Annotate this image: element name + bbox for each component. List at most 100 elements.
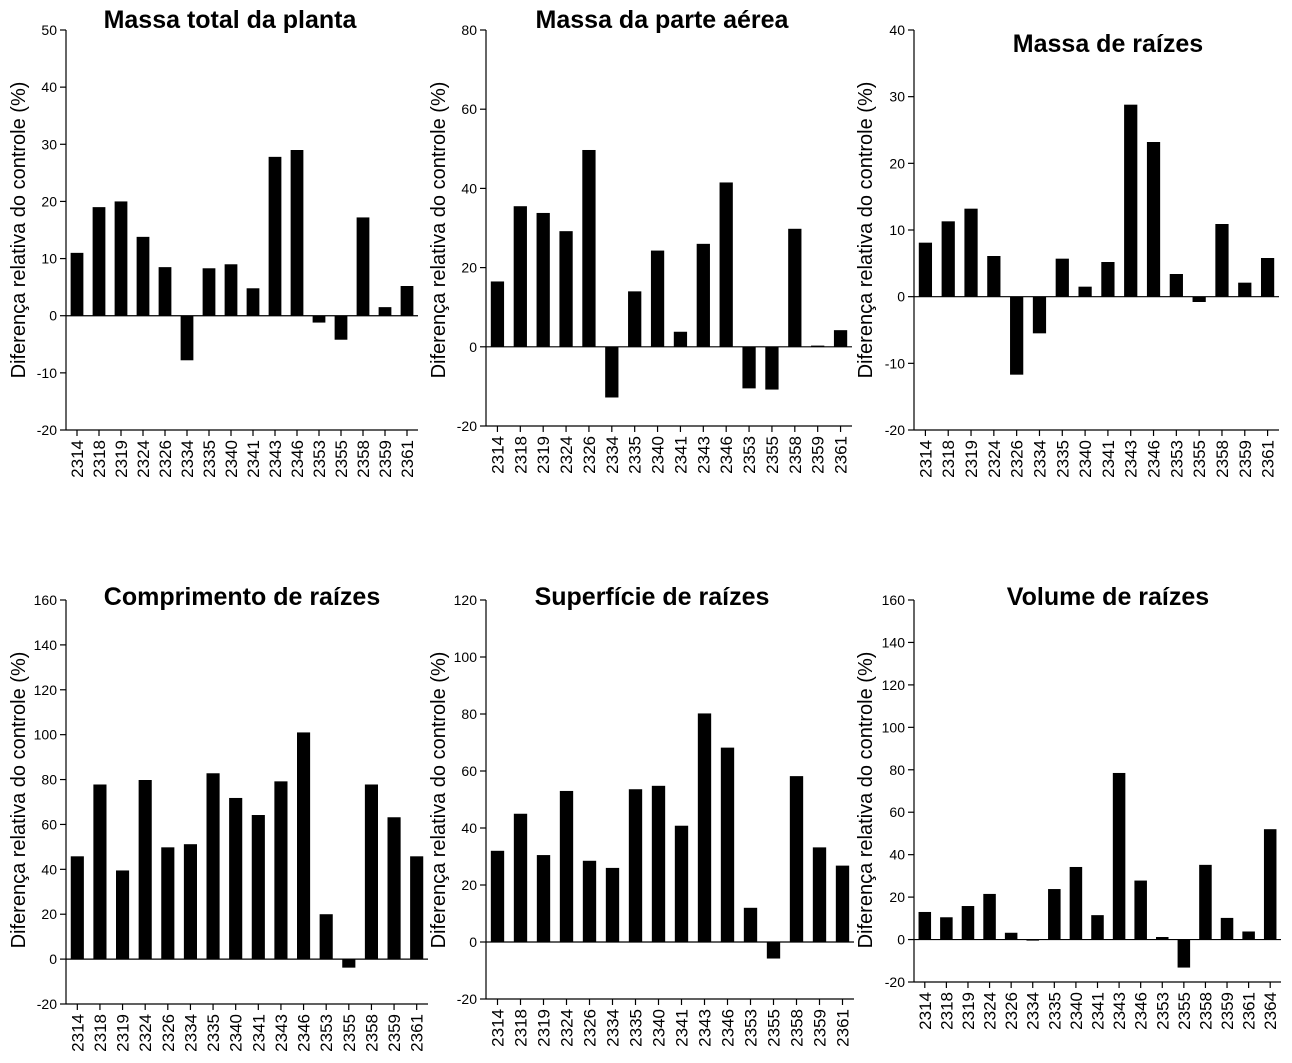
x-tick-label: 2358 [1213,440,1232,478]
bar-2361 [1260,258,1275,297]
y-tick-label: -20 [457,991,477,1007]
bar-2340 [229,797,243,960]
x-tick-label: 2346 [288,440,307,478]
x-tick-label: 2318 [90,440,109,478]
x-tick-label: 2318 [511,436,530,474]
x-tick-label: 2341 [1099,440,1118,478]
x-tick-label: 2358 [788,1009,807,1047]
bar-2359 [1220,917,1234,940]
x-tick-label: 2314 [489,1009,508,1047]
y-tick-label: 100 [882,719,906,735]
y-tick-label: 30 [889,89,905,105]
x-tick-label: 2326 [156,440,175,478]
y-tick-label: 80 [889,762,905,778]
x-tick-label: 2340 [649,436,668,474]
y-axis-label: Diferença relativa do controle (%) [8,82,30,379]
bar-2314 [918,242,933,297]
bar-2355 [765,346,779,390]
bar-2341 [246,288,260,316]
bar-2359 [378,307,392,316]
x-tick-label: 2319 [534,436,553,474]
bar-2335 [206,773,220,960]
x-tick-label: 2314 [916,440,935,478]
chart-title: Superfície de raízes [535,583,770,611]
x-tick-label: 2326 [580,436,599,474]
bar-2343 [696,243,710,347]
bar-2326 [582,149,596,347]
y-tick-label: 20 [461,260,477,276]
x-tick-label: 2324 [136,1014,155,1052]
x-tick-label: 2335 [200,440,219,478]
y-tick-label: 20 [41,193,57,209]
bar-2340 [224,264,238,316]
x-tick-label: 2324 [134,440,153,478]
y-tick-label: 0 [49,308,57,324]
y-tick-label: 120 [454,592,478,608]
x-tick-label: 2359 [1218,992,1237,1030]
y-tick-label: 40 [461,180,477,196]
y-axis-label: Diferença relativa do controle (%) [428,82,450,379]
bar-2326 [161,847,175,960]
x-tick-label: 2318 [939,440,958,478]
chart-title: Massa total da planta [104,6,358,34]
y-tick-label: 120 [882,677,906,693]
x-tick-label: 2334 [603,436,622,474]
bar-2340 [1069,866,1083,940]
panel-volume-raizes: Volume de raízes Diferença relativa do c… [855,583,1281,1030]
x-tick-label: 2343 [272,1014,291,1052]
y-tick-label: 120 [34,682,58,698]
bar-2318 [940,917,953,940]
bar-2361 [400,286,414,316]
x-tick-label: 2361 [832,436,851,474]
x-tick-label: 2340 [650,1009,669,1047]
x-tick-label: 2358 [786,436,805,474]
x-tick-label: 2358 [1196,992,1215,1030]
bar-2335 [628,789,643,942]
x-tick-label: 2319 [535,1009,554,1047]
bar-2326 [1010,296,1024,375]
panel-superficie-raizes: Superfície de raízes Diferença relativa … [428,583,854,1047]
x-tick-label: 2318 [91,1014,110,1052]
bar-2335 [1055,258,1069,297]
bar-2346 [1134,880,1147,940]
x-tick-label: 2341 [673,1009,692,1047]
y-tick-label: 0 [469,339,477,355]
y-tick-label: 140 [34,637,58,653]
y-tick-label: 60 [41,816,57,832]
bar-2359 [812,847,827,942]
y-tick-label: 30 [41,136,57,152]
bar-2341 [1101,262,1115,297]
x-tick-label: 2326 [1002,992,1021,1030]
x-tick-label: 2319 [959,992,978,1030]
x-tick-label: 2355 [1190,440,1209,478]
bar-2353 [1169,274,1183,297]
bar-2359 [387,817,401,960]
x-tick-label: 2358 [354,440,373,478]
x-tick-label: 2361 [1240,992,1259,1030]
x-tick-label: 2341 [1089,992,1108,1030]
x-tick-label: 2334 [181,1014,200,1052]
y-tick-label: -10 [885,355,905,371]
bar-2314 [70,856,84,960]
bar-2324 [983,893,996,940]
bar-2340 [1078,286,1092,297]
bar-2326 [582,860,597,942]
bar-2346 [720,747,735,942]
bar-2343 [1124,104,1138,297]
x-tick-label: 2355 [765,1009,784,1047]
x-tick-label: 2359 [385,1014,404,1052]
bar-2318 [92,207,106,316]
bar-2314 [918,911,932,940]
bar-2353 [743,907,758,942]
x-tick-label: 2355 [340,1014,359,1052]
y-tick-label: 0 [49,951,57,967]
bar-2355 [1192,296,1206,302]
chart-title: Massa da parte aérea [536,6,790,34]
bar-2319 [116,870,130,960]
bar-2355 [766,942,781,959]
y-tick-label: 100 [34,727,58,743]
bar-2358 [788,228,802,347]
x-tick-label: 2361 [408,1014,427,1052]
y-tick-label: 20 [461,877,477,893]
y-axis-label: Diferença relativa do controle (%) [428,652,450,949]
